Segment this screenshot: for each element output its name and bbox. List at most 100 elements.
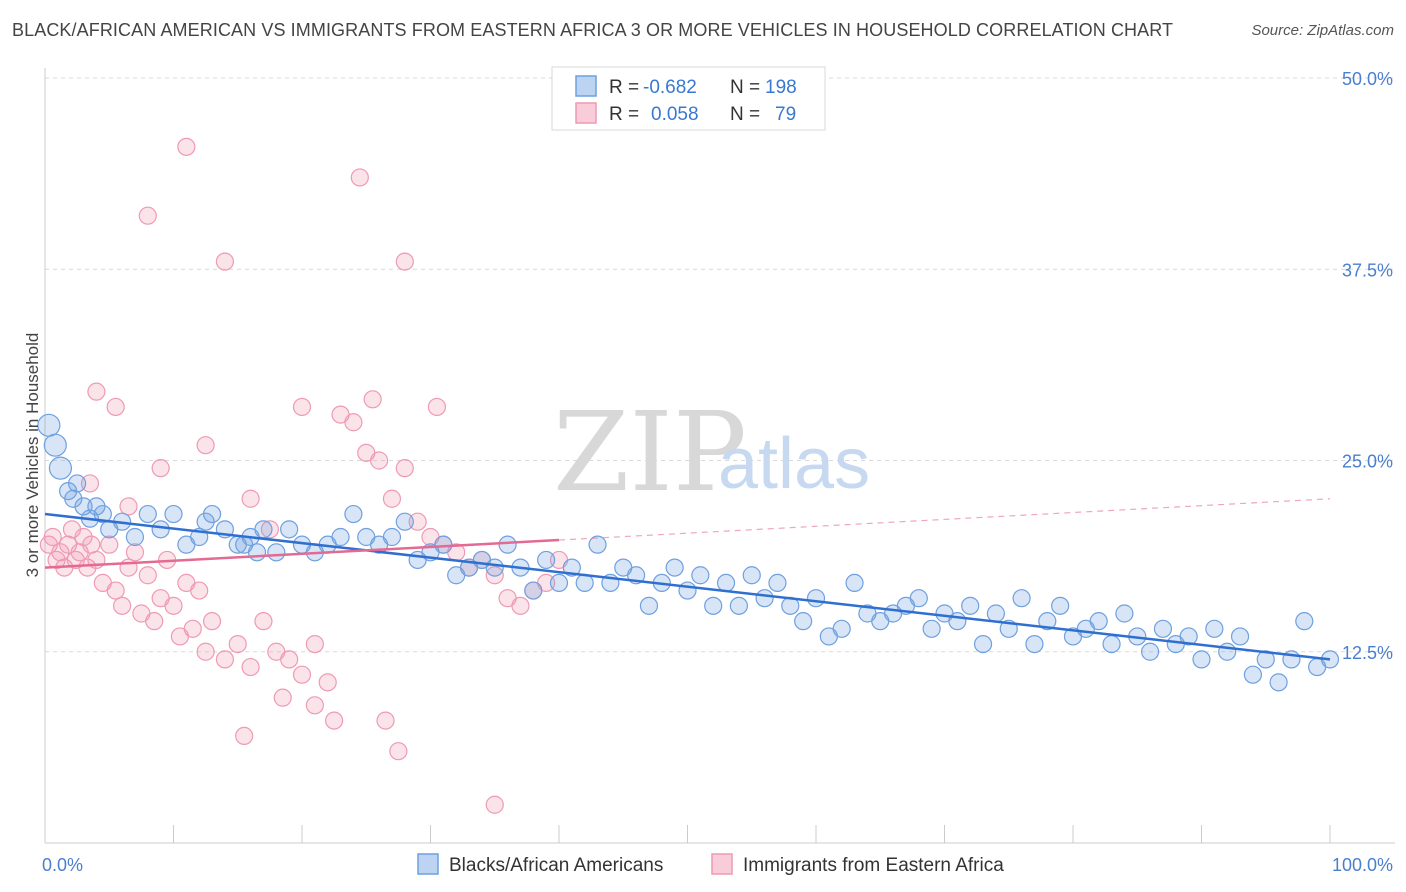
blue-point-46 — [524, 581, 543, 600]
blue-point-87 — [1051, 596, 1070, 615]
pink-point-36 — [280, 650, 299, 669]
legend-r-value-1: -0.682 — [643, 77, 697, 98]
points-blacks-african-americans — [37, 413, 1340, 692]
blue-point-101 — [1230, 627, 1250, 646]
pink-point-39 — [318, 673, 337, 692]
legend-swatch-pink — [575, 102, 597, 124]
y-axis-label: 3 or more Vehicles in Household — [23, 333, 42, 578]
blue-point-49 — [562, 558, 581, 577]
blue-point-94 — [1140, 642, 1160, 661]
pink-point-74 — [273, 688, 292, 707]
pink-point-64 — [138, 206, 157, 225]
trend-line-immigrants-extension — [558, 498, 1331, 541]
blue-point-76 — [909, 589, 928, 608]
blue-point-91 — [1102, 634, 1121, 654]
blue-point-67 — [794, 612, 813, 631]
legend-n-value-1: 198 — [765, 77, 797, 98]
blue-point-59 — [691, 566, 710, 585]
blue-point-99 — [1205, 619, 1224, 638]
legend-r-value-2: 0.058 — [651, 104, 699, 125]
blue-point-26 — [267, 543, 286, 562]
blue-point-31 — [331, 527, 350, 547]
blue-point-92 — [1115, 604, 1134, 623]
x-tick-label-0: 0.0% — [42, 855, 83, 875]
y-tick-label-1: 25.0% — [1342, 452, 1393, 472]
pink-point-79 — [485, 795, 504, 814]
blue-point-85 — [1025, 634, 1044, 654]
blue-point-63 — [742, 566, 761, 585]
pink-point-46 — [408, 512, 427, 531]
pink-point-15 — [106, 581, 125, 600]
bottom-legend-swatch-blue — [417, 853, 439, 875]
pink-point-63 — [350, 168, 369, 187]
blue-point-4 — [64, 489, 83, 508]
blue-point-86 — [1038, 612, 1057, 631]
blue-point-106 — [1295, 612, 1314, 631]
blue-point-104 — [1269, 673, 1288, 692]
watermark-zip: ZIP — [553, 388, 747, 516]
pink-point-28 — [190, 581, 209, 600]
pink-point-66 — [427, 397, 447, 417]
pink-point-65 — [292, 397, 312, 417]
bottom-legend: Blacks/African Americans Immigrants from… — [417, 853, 1004, 876]
legend: R = -0.682 N = 198 R = 0.058 N = 79 — [551, 66, 826, 131]
pink-point-67 — [363, 390, 382, 409]
blue-point-44 — [498, 535, 517, 554]
pink-point-21 — [145, 612, 164, 631]
pink-point-59 — [106, 397, 125, 417]
bottom-legend-swatch-pink — [711, 853, 733, 875]
blue-point-61 — [716, 573, 736, 593]
legend-n-value-2: 79 — [775, 104, 796, 125]
pink-point-45 — [395, 459, 414, 478]
blue-point-47 — [537, 550, 556, 570]
blue-point-5 — [68, 474, 87, 493]
pink-point-14 — [100, 535, 119, 554]
pink-point-70 — [151, 459, 170, 478]
blue-point-43 — [485, 558, 504, 577]
bottom-legend-label-pink: Immigrants from Eastern Africa — [743, 855, 1004, 876]
pink-point-20 — [138, 566, 157, 585]
blue-point-9 — [93, 504, 112, 524]
axes — [44, 68, 1395, 844]
blue-point-68 — [806, 589, 826, 608]
blue-point-65 — [768, 573, 787, 593]
pink-point-3 — [51, 543, 70, 562]
blue-point-55 — [639, 596, 659, 615]
blue-point-51 — [588, 535, 607, 554]
trend-line-blacks — [44, 512, 1331, 661]
y-tick-label-2: 37.5% — [1342, 260, 1393, 280]
pink-point-1 — [43, 527, 62, 547]
legend-r-label-2: R = — [609, 104, 639, 125]
blue-point-79 — [948, 612, 967, 631]
pink-point-75 — [305, 696, 324, 715]
source-credit: Source: ZipAtlas.com — [1251, 22, 1394, 39]
legend-swatch-blue — [575, 75, 597, 97]
blue-point-77 — [922, 619, 941, 638]
blue-point-58 — [678, 581, 697, 600]
pink-point-68 — [80, 474, 100, 493]
blue-point-95 — [1153, 619, 1173, 638]
blue-point-14 — [151, 520, 170, 539]
blue-point-82 — [986, 604, 1006, 623]
pink-point-16 — [112, 596, 132, 615]
blue-point-80 — [961, 596, 980, 615]
blue-point-64 — [755, 589, 774, 608]
blue-point-98 — [1192, 650, 1211, 669]
blue-point-15 — [164, 504, 183, 524]
y-tick-label-3: 50.0% — [1342, 69, 1393, 89]
legend-r-label-1: R = — [609, 77, 639, 98]
pink-point-18 — [125, 543, 145, 562]
points-immigrants-eastern-africa — [39, 137, 569, 814]
pink-point-27 — [183, 619, 202, 638]
pink-point-71 — [196, 436, 215, 455]
pink-point-52 — [485, 566, 504, 585]
pink-point-44 — [382, 489, 402, 508]
blue-point-60 — [704, 596, 723, 615]
legend-n-label-1: N = — [730, 77, 760, 98]
blue-point-1 — [43, 433, 67, 457]
pink-point-11 — [82, 535, 101, 554]
pink-point-80 — [235, 726, 254, 746]
pink-point-33 — [241, 657, 260, 677]
watermark-atlas: atlas — [718, 424, 870, 504]
blue-point-36 — [395, 512, 414, 531]
